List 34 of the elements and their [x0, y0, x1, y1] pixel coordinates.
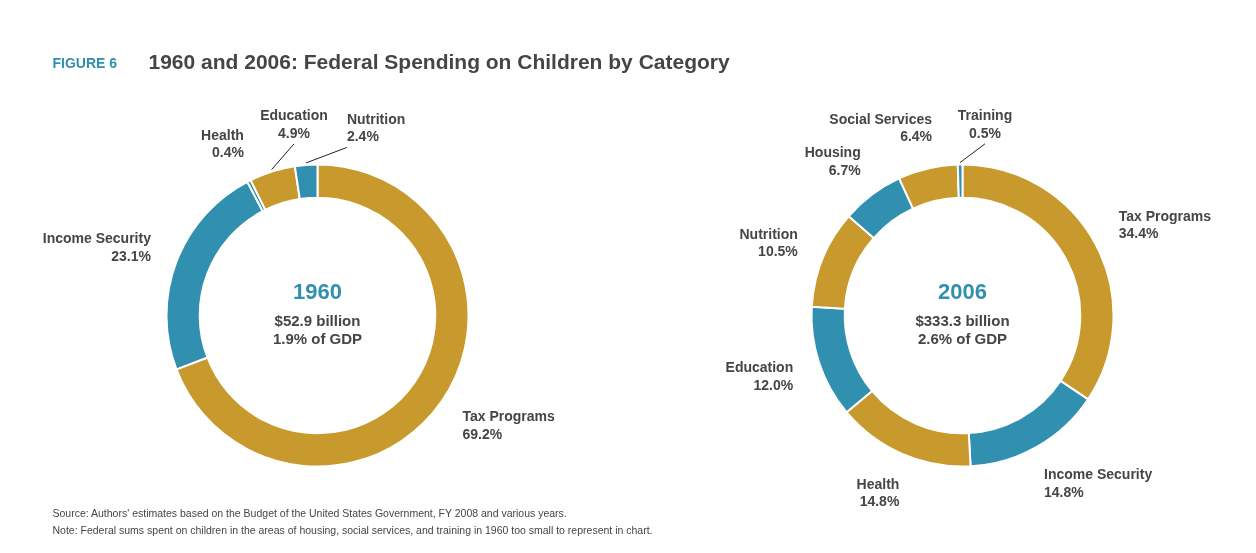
data-label: 0.5% [969, 124, 1002, 141]
caption: FIGURE 6 [52, 54, 118, 71]
slice-label: Nutrition [739, 225, 798, 242]
slice-label: Social Services [829, 110, 933, 127]
slice-label: Health [201, 126, 244, 143]
slice-label: Income Security [1044, 466, 1153, 483]
data-label: 4.9% [278, 124, 311, 141]
slice-label: Nutrition [346, 110, 406, 127]
data-label: 69.2% [462, 425, 503, 442]
text: $333.3 billion 2.6% of GDP [915, 311, 1010, 348]
data-label: 14.8% [859, 493, 900, 510]
data-label: 23.1% [111, 248, 152, 265]
slice-label: Tax Programs [1118, 207, 1212, 224]
slice-label: Education [725, 359, 794, 376]
data-label: 6.4% [900, 128, 933, 145]
slice-label: Education [260, 107, 328, 124]
slice-label: Housing [804, 144, 861, 161]
data-label: 14.8% [1044, 484, 1085, 500]
source-note: Source: Authors' estimates based on the Budget of the United States Government, FY 2008 and various years. [52, 506, 567, 519]
data-label: 2.4% [346, 128, 380, 145]
text: 1960 and 2006: Federal Spending on Children by Category [148, 50, 730, 73]
data-label: 34.4% [1118, 225, 1159, 242]
data-label: 6.7% [828, 161, 862, 178]
slice-label: Tax Programs [462, 408, 555, 425]
data-label: 0.4% [211, 144, 245, 161]
slice-label: Income Security [42, 230, 152, 247]
text: Note: Federal sums spent on children in the areas of housing, social services, and training in 1960 too small to represent in chart. [52, 523, 653, 536]
text: $52.9 billion 1.9% of GDP [272, 311, 363, 348]
text: 1960 [293, 279, 342, 304]
text: 2006 [938, 279, 987, 304]
data-label: 12.0% [753, 376, 794, 393]
slice-label: Training [957, 107, 1013, 124]
slice-label: Health [856, 475, 900, 492]
data-label: 10.5% [758, 243, 799, 260]
